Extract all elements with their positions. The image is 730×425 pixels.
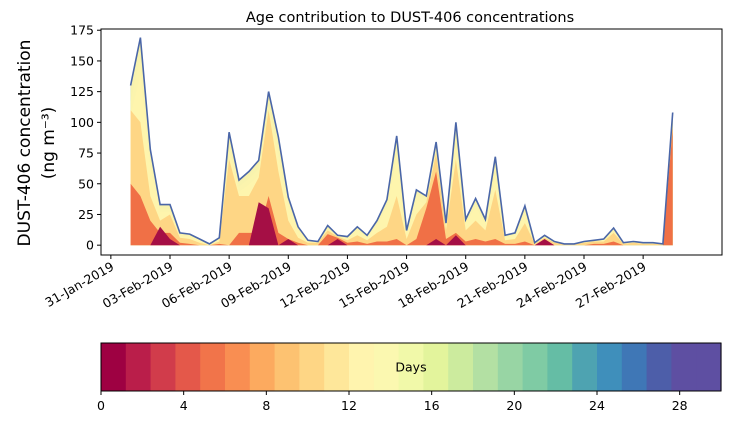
- colorbar-tick-label-2: 8: [262, 398, 270, 413]
- colorbar-segment-3: [175, 343, 201, 391]
- y-tick-label-75: 75: [78, 146, 94, 161]
- colorbar-segment-10: [349, 343, 375, 391]
- colorbar-segment-20: [597, 343, 623, 391]
- y-tick-label-25: 25: [78, 207, 94, 222]
- colorbar-segment-21: [621, 343, 648, 391]
- y-axis-label: DUST-406 concentration (ng m⁻³): [15, 40, 59, 247]
- colorbar-label: Days: [395, 360, 426, 375]
- y-tick-label-150: 150: [70, 53, 94, 68]
- colorbar-segment-7: [274, 343, 300, 391]
- y-tick-label-100: 100: [70, 115, 94, 130]
- colorbar-segment-11: [373, 343, 400, 391]
- area-layer-3: [130, 37, 673, 246]
- colorbar-tick-label-1: 4: [180, 398, 188, 413]
- colorbar-segment-23: [671, 343, 697, 391]
- y-tick-label-125: 125: [70, 84, 94, 99]
- colorbar-segment-5: [225, 343, 251, 391]
- colorbar-segment-4: [200, 343, 226, 391]
- colorbar-segment-16: [497, 343, 524, 391]
- y-tick-label-0: 0: [86, 238, 94, 253]
- colorbar-tick-label-3: 12: [341, 398, 357, 413]
- plot-frame: [100, 28, 723, 256]
- colorbar-tick-label-4: 16: [424, 398, 440, 413]
- plot-area: [129, 37, 674, 246]
- colorbar-tick-label-6: 24: [589, 398, 605, 413]
- colorbar-tick-label-7: 28: [672, 398, 688, 413]
- colorbar-segment-24: [696, 343, 722, 391]
- total-line: [129, 37, 674, 245]
- colorbar-segment-12: [398, 343, 424, 391]
- chart-title: Age contribution to DUST-406 concentrati…: [246, 10, 574, 26]
- colorbar-segment-15: [473, 343, 499, 391]
- colorbar-segment-9: [324, 343, 350, 391]
- colorbar-frame: [100, 342, 722, 392]
- colorbar-segment-13: [423, 343, 449, 391]
- colorbar-segment-17: [522, 343, 548, 391]
- y-tick-label-50: 50: [78, 176, 94, 191]
- colorbar-segment-6: [249, 343, 276, 391]
- area-layer-0: [130, 202, 673, 246]
- colorbar-segment-18: [547, 343, 573, 391]
- colorbar-tick-label-0: 0: [97, 398, 105, 413]
- colorbar-segment-14: [448, 343, 474, 391]
- colorbar-tick-label-5: 20: [506, 398, 522, 413]
- colorbar-segment-1: [125, 343, 152, 391]
- y-axis-label-line1: DUST-406 concentration: [15, 40, 35, 247]
- y-tick-label-175: 175: [70, 23, 94, 38]
- colorbar-segment-0: [101, 343, 127, 391]
- colorbar-segment-2: [150, 343, 176, 391]
- y-axis-label-line2: (ng m⁻³): [39, 107, 59, 180]
- colorbar: 0 4 8 12 16 20 24 28 Days: [97, 342, 722, 413]
- colorbar-segment-8: [299, 343, 325, 391]
- colorbar-segment-22: [646, 343, 672, 391]
- colorbar-segment-19: [572, 343, 598, 391]
